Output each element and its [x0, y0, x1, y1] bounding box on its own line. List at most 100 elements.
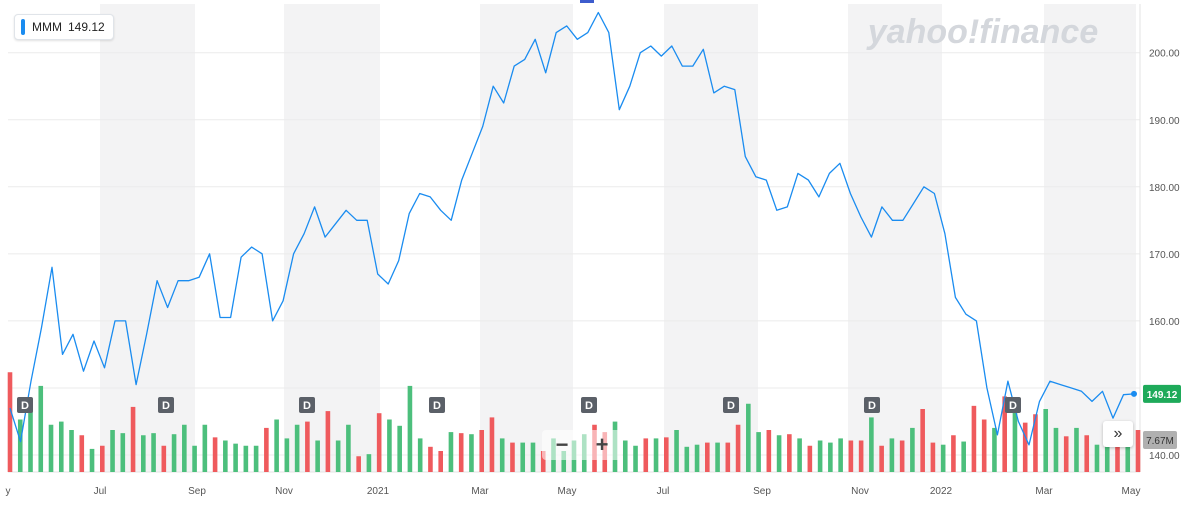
volume-bar — [961, 441, 966, 472]
volume-bar — [243, 445, 249, 472]
volume-badge-box — [1143, 431, 1177, 449]
volume-bar — [725, 442, 731, 472]
volume-bar — [1002, 396, 1007, 472]
y-tick-label: 140.00 — [1149, 451, 1180, 462]
volume-bar — [684, 446, 690, 472]
volume-bar — [817, 440, 823, 472]
x-tick-label: Mar — [471, 486, 489, 497]
volume-bar — [1012, 411, 1018, 472]
volume-bar — [58, 421, 64, 472]
volume-bar — [540, 451, 546, 472]
volume-bar — [130, 406, 136, 472]
volume-bar — [1053, 427, 1059, 472]
dividend-marker-box — [299, 397, 315, 413]
volume-bar — [274, 419, 279, 472]
volume-bar — [561, 451, 567, 472]
volume-bar — [233, 443, 238, 472]
dividend-marker-label: D — [585, 400, 593, 412]
dividend-marker-label: D — [433, 400, 441, 412]
price-badge-box — [1143, 384, 1181, 403]
volume-bar — [622, 440, 628, 472]
dividend-marker-label: D — [727, 400, 735, 412]
dividend-marker-box — [864, 397, 880, 413]
volume-bar — [930, 442, 936, 472]
last-price-dot — [1131, 390, 1137, 397]
volume-bar — [161, 445, 167, 472]
volume-bar — [38, 385, 44, 472]
volume-bar — [489, 417, 495, 472]
volume-bar — [1125, 443, 1131, 472]
volume-bar — [99, 445, 105, 472]
volume-bar — [366, 454, 372, 472]
volume-bar — [920, 409, 925, 472]
volume-bar — [151, 433, 156, 472]
x-tick-label: Sep — [753, 486, 771, 497]
volume-bar — [910, 427, 915, 472]
volume-bar — [971, 405, 977, 472]
volume-bar — [223, 440, 228, 472]
x-tick-label: Jul — [94, 486, 107, 497]
volume-bar — [387, 419, 392, 472]
x-tick-label: 2021 — [367, 486, 390, 497]
zoom-out-button[interactable]: − — [555, 432, 569, 457]
volume-bar — [325, 411, 331, 472]
dividend-marker[interactable]: D — [299, 397, 315, 413]
dividend-marker-box — [723, 397, 739, 413]
series-legend[interactable]: MMM 149.12 — [14, 14, 114, 40]
dividend-marker[interactable]: D — [429, 397, 445, 413]
volume-bar — [1094, 444, 1100, 472]
dividend-marker[interactable]: D — [864, 397, 880, 413]
month-band — [1044, 4, 1136, 472]
volume-bar — [776, 435, 782, 472]
volume-bar — [417, 438, 423, 472]
volume-bar — [1104, 432, 1110, 472]
dividend-marker[interactable]: D — [17, 397, 33, 413]
volume-bar — [1084, 435, 1090, 472]
volume-bar — [305, 421, 310, 472]
volume-bar — [182, 424, 187, 472]
dividend-marker[interactable]: D — [723, 397, 739, 413]
volume-bar — [1115, 424, 1120, 472]
volume-bar — [643, 438, 649, 472]
series-swatch — [21, 19, 25, 35]
volume-bar — [951, 435, 956, 472]
volume-bar — [633, 445, 638, 472]
x-tick-label: Mar — [1035, 486, 1053, 497]
volume-bar — [1043, 409, 1049, 472]
volume-bar — [428, 446, 433, 472]
dividend-marker-label: D — [162, 400, 170, 412]
dividend-marker[interactable]: D — [1005, 397, 1021, 413]
volume-bar — [469, 434, 474, 472]
dividend-marker-label: D — [303, 400, 311, 412]
dividend-marker-box — [1005, 397, 1021, 413]
zoom-in-button[interactable]: + — [595, 432, 609, 457]
volume-bar — [1022, 422, 1028, 472]
volume-bar — [356, 456, 361, 472]
volume-bar — [756, 432, 761, 472]
x-tick-label: May — [558, 486, 577, 497]
volume-bar — [858, 440, 864, 472]
volume-bar — [335, 440, 341, 472]
month-band — [480, 4, 573, 472]
volume-bar — [1074, 427, 1079, 472]
volume-bar — [69, 430, 74, 472]
volume-bar — [448, 432, 454, 472]
month-band — [848, 4, 942, 472]
dividend-marker[interactable]: D — [581, 397, 597, 413]
dividend-marker[interactable]: D — [158, 397, 174, 413]
volume-bar — [438, 451, 443, 472]
volume-bar — [879, 445, 884, 472]
scroll-forward-button[interactable]: » — [1103, 421, 1133, 447]
range-indicator — [580, 0, 594, 3]
volume-bar — [346, 424, 351, 472]
volume-bar — [376, 413, 382, 472]
volume-bar — [520, 442, 526, 472]
volume-bar — [479, 430, 485, 472]
volume-bar — [530, 442, 536, 472]
month-band — [100, 4, 195, 472]
volume-bar — [110, 430, 115, 472]
volume-bar — [828, 442, 833, 472]
volume-bar — [17, 419, 23, 472]
